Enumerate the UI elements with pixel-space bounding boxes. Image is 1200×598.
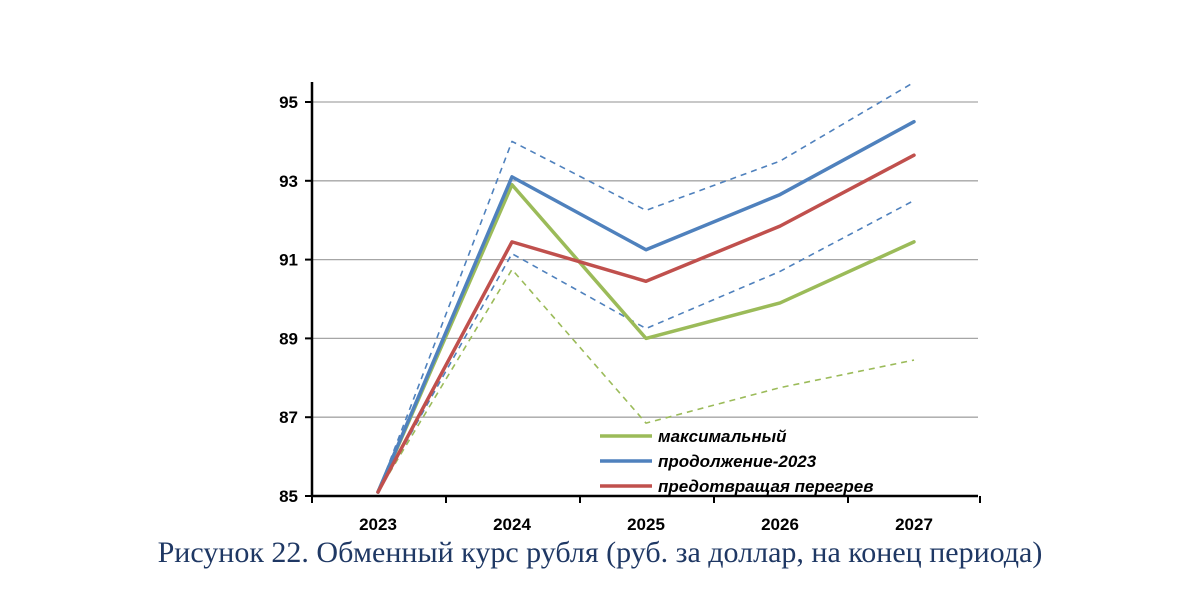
series-line-dashed-5 [377,268,915,493]
y-tick-label: 95 [279,93,298,112]
axes [305,82,981,503]
legend-label: продолжение-2023 [658,452,817,471]
y-tick-label: 93 [279,172,298,191]
series-line-dashed-4 [377,199,915,493]
series-line-dashed-3 [377,81,915,493]
y-tick-labels: 85 87 89 91 93 95 [279,93,298,506]
series-line-2 [376,153,916,494]
x-tick-label: 2025 [627,515,665,534]
y-tick-label: 87 [279,408,298,427]
y-tick-label: 89 [279,329,298,348]
series-line-1 [376,119,916,494]
y-tick-label: 91 [279,251,298,270]
x-tick-label: 2027 [895,515,933,534]
series-layer [376,81,916,494]
x-tick-labels: 2023 2024 2025 2026 2027 [359,515,933,534]
y-tick-label: 85 [279,487,298,506]
legend: максимальный продолжение-2023 предотвращая… [600,427,874,496]
legend-label: максимальный [658,427,787,446]
figure-caption: Рисунок 22. Обменный курс рубля (руб. за… [157,536,1043,569]
x-tick-label: 2023 [359,515,397,534]
legend-label: предотвращая перегрев [658,477,874,496]
x-tick-label: 2024 [493,515,531,534]
series-line-0 [376,182,916,494]
x-tick-label: 2026 [761,515,799,534]
